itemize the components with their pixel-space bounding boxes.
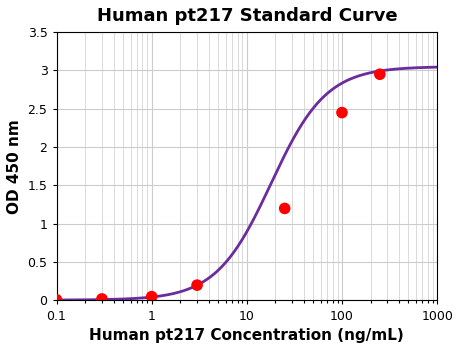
Point [148,294,155,300]
Point [337,110,345,116]
Point [53,297,60,302]
Point [375,71,383,77]
Point [280,206,288,211]
Y-axis label: OD 450 nm: OD 450 nm [7,119,22,214]
Title: Human pt217 Standard Curve: Human pt217 Standard Curve [96,7,396,25]
X-axis label: Human pt217 Concentration (ng/mL): Human pt217 Concentration (ng/mL) [89,328,403,343]
Point [98,296,106,302]
Point [193,282,200,288]
